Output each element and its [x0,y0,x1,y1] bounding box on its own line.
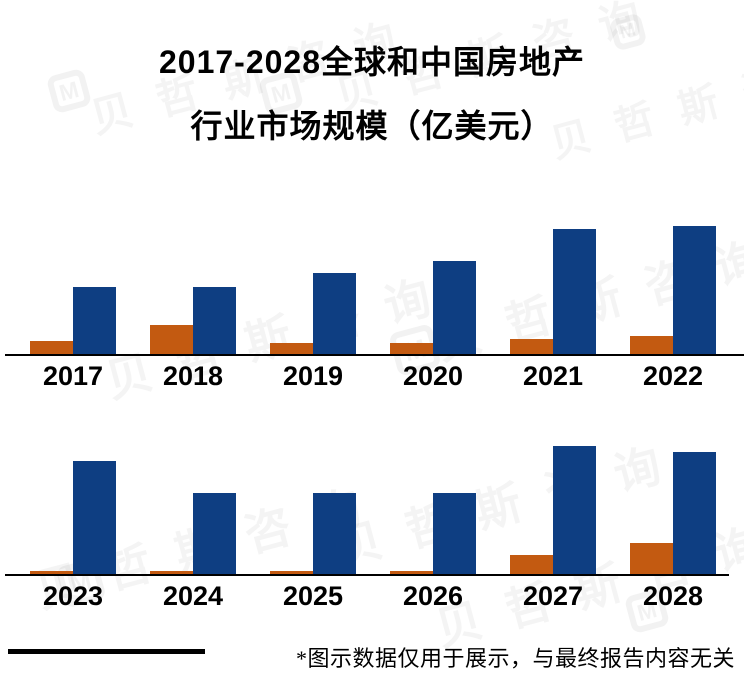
x-label-2020: 2020 [402,361,464,391]
x-label-2024: 2024 [162,581,224,611]
bar-global-2026 [433,493,476,574]
x-label-2023: 2023 [42,581,104,611]
bar-global-2019 [313,273,356,354]
bar-global-2023 [73,461,116,574]
bar-group-2023 [30,461,116,574]
x-label-2025: 2025 [282,581,344,611]
bar-china-2024 [150,571,193,574]
x-label-2017: 2017 [42,361,104,391]
x-label-2021: 2021 [522,361,584,391]
bar-group-2022 [630,226,716,354]
bar-group-2024 [150,493,236,574]
bar-china-2027 [510,554,553,574]
x-label-2022: 2022 [642,361,704,391]
bar-group-2019 [270,273,356,354]
bar-group-2026 [390,493,476,574]
bar-group-2018 [150,287,236,354]
footer-divider [8,649,205,654]
bar-group-2028 [630,452,716,574]
bar-china-2026 [390,571,433,574]
bar-global-2024 [193,493,236,574]
chart-title-line2: 行业市场规模（亿美元） [190,108,554,144]
bar-global-2017 [73,287,116,354]
bar-global-2027 [553,446,596,574]
bar-global-2021 [553,228,596,354]
bar-group-2025 [270,493,356,574]
bar-china-2021 [510,338,553,354]
labels-row2: 2023 2024 2025 2026 2027 2028 [0,581,744,613]
x-label-2018: 2018 [162,361,224,391]
x-label-2028: 2028 [642,581,704,611]
bar-global-2018 [193,287,236,354]
x-label-2019: 2019 [282,361,344,391]
x-label-2027: 2027 [522,581,584,611]
bar-china-2025 [270,571,313,574]
bar-china-2018 [150,324,193,354]
bar-global-2020 [433,260,476,354]
bar-global-2025 [313,493,356,574]
bar-china-2019 [270,342,313,354]
bar-group-2027 [510,446,596,574]
bar-group-2021 [510,228,596,354]
bar-global-2028 [673,452,716,574]
chart-title: 2017-2028全球和中国房地产 行业市场规模（亿美元） [0,30,744,158]
bar-china-2028 [630,543,673,574]
x-label-2026: 2026 [402,581,464,611]
bar-china-2022 [630,336,673,354]
labels-row1: 2017 2018 2019 2020 2021 2022 [0,361,744,393]
chart-title-line1: 2017-2028全球和中国房地产 [158,44,586,80]
bar-china-2020 [390,342,433,354]
bar-china-2023 [30,571,73,574]
footer-note: *图示数据仅用于展示，与最终报告内容无关 [295,646,735,671]
plot-row2 [5,426,729,576]
bar-china-2017 [30,341,73,354]
bar-global-2022 [673,226,716,354]
bar-group-2017 [30,287,116,354]
plot-row1 [5,206,744,356]
bar-group-2020 [390,260,476,354]
